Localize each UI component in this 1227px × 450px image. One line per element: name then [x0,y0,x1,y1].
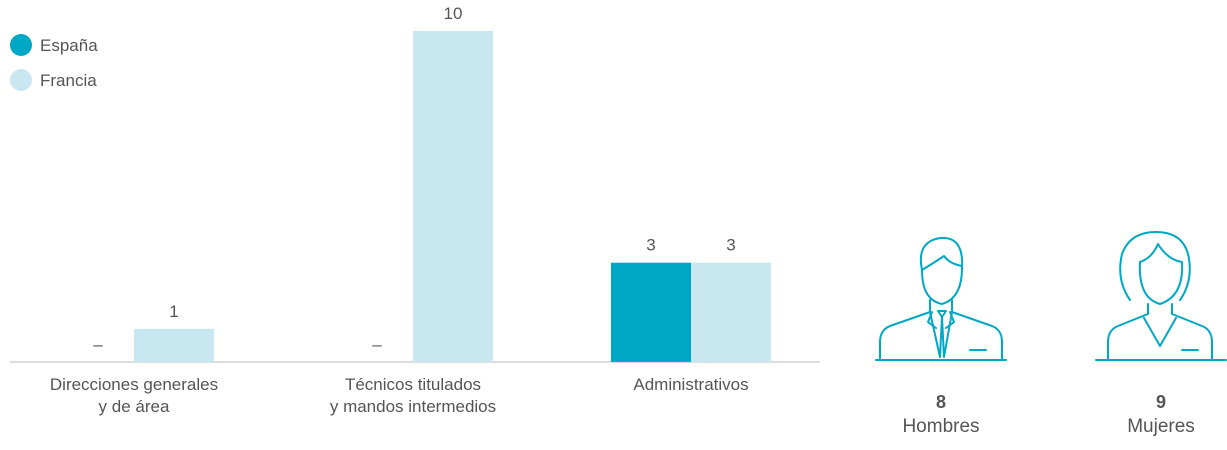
stat: 8 Hombres [871,392,1011,438]
stat-label: Hombres [902,416,980,437]
x-tick-label: Técnicos titulados y mandos intermedios [329,375,497,416]
legend-swatch [10,69,32,91]
legend-label: Francia [40,71,97,90]
x-tick-label: Administrativos [633,375,749,394]
legend-swatch [10,34,32,56]
stat: 9 Mujeres [1091,392,1227,438]
bar [413,31,493,362]
bar [691,262,771,362]
x-tick-label: Direcciones generales y de área [49,375,219,416]
value-label: – [372,335,382,354]
value-label: 1 [169,302,178,321]
value-label: 3 [646,236,655,255]
legend-label: España [40,36,98,55]
man-icon [875,236,1007,361]
stat-value: 9 [1155,392,1166,412]
value-label: – [93,335,103,354]
value-label: 10 [444,4,463,23]
stat-label: Mujeres [1127,416,1195,437]
stat-value: 8 [935,392,946,412]
woman-icon [1095,231,1227,361]
bar [134,328,214,362]
value-label: 3 [726,236,735,255]
bar [611,262,691,362]
